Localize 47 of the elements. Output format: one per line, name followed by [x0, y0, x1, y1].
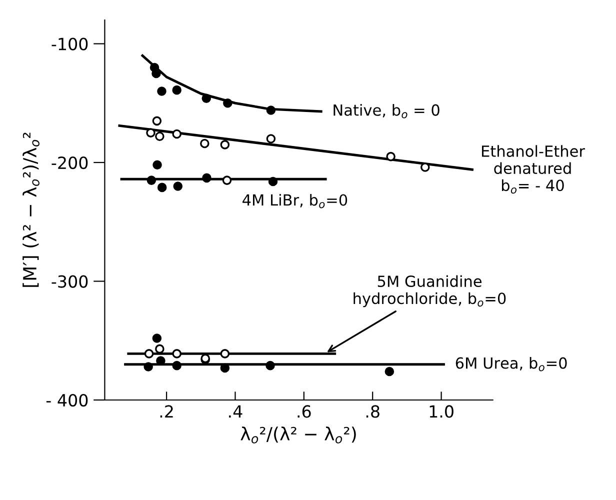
point — [152, 160, 162, 170]
point — [223, 98, 232, 108]
point — [172, 129, 182, 139]
point — [173, 182, 183, 191]
point — [266, 134, 276, 144]
point — [222, 176, 232, 185]
point — [202, 94, 212, 104]
point — [155, 132, 164, 142]
point — [268, 176, 278, 186]
point — [144, 362, 153, 372]
x-tick-label: .8 — [366, 405, 380, 418]
point — [386, 152, 396, 162]
point — [202, 173, 212, 183]
y-tick-label: -300 — [52, 275, 88, 288]
point — [155, 344, 164, 354]
point — [200, 138, 210, 148]
y-axis-title: [M′] (λ² − λ$_{o}$²)/λ$_{o}$² — [22, 132, 40, 287]
y-tick-label: -100 — [52, 38, 88, 50]
point — [152, 116, 162, 126]
point — [146, 176, 156, 185]
point — [220, 363, 230, 373]
point — [172, 360, 182, 370]
point — [172, 349, 182, 358]
point — [172, 85, 182, 95]
point — [266, 106, 276, 115]
x-tick-label: .2 — [160, 405, 173, 418]
annotation: Ethanol-Ether denatured b$_{o}$= - 40 — [482, 145, 586, 194]
point — [157, 86, 166, 96]
point — [144, 349, 154, 358]
annotation: 6M Urea, b$_{o}$=0 — [456, 356, 567, 372]
point — [384, 366, 394, 376]
point — [266, 360, 275, 370]
annotation: Native, b$_{o}$ = 0 — [334, 104, 440, 118]
point — [146, 128, 156, 138]
x-tick-label: .6 — [298, 405, 311, 418]
point — [420, 162, 430, 172]
point — [220, 140, 230, 150]
x-tick-label: 1.0 — [430, 405, 454, 418]
point — [220, 349, 230, 358]
y-tick-label: -200 — [52, 156, 88, 170]
annotation: 4M LiBr, b$_{o}$=0 — [242, 194, 348, 208]
x-axis-title: λ$_{o}$²/(λ² − λ$_{o}$²) — [240, 426, 356, 444]
x-tick-label: .4 — [229, 405, 242, 418]
annotation: 5M Guanidine hydrochloride, b$_{o}$=0 — [354, 275, 506, 308]
y-tick-label: - 400 — [46, 394, 88, 407]
point — [157, 182, 167, 192]
point — [152, 334, 162, 343]
